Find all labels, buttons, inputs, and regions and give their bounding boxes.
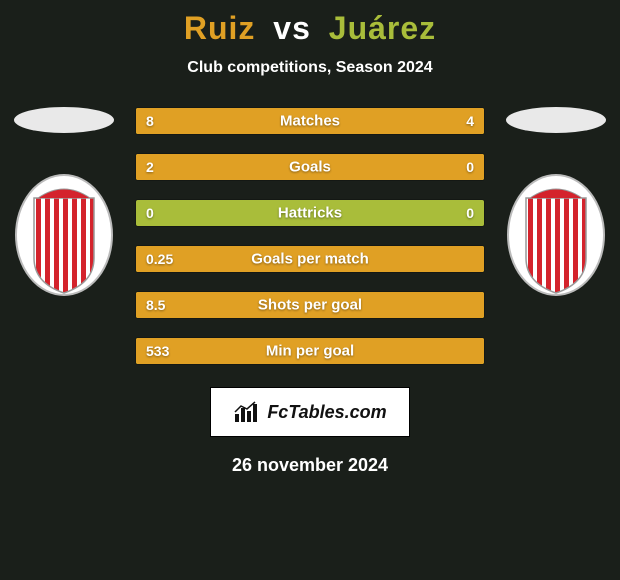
stat-bar: 0 0 Hattricks (135, 199, 485, 227)
player1-name: Ruiz (184, 10, 256, 46)
bar-right-value: 0 (466, 159, 474, 175)
bar-left-value: 533 (146, 343, 169, 359)
stat-bar: 0.25 Goals per match (135, 245, 485, 273)
stat-bars: 8 4 Matches 2 0 Goals 0 0 Hattricks 0.25 Goals per… (135, 107, 485, 365)
player2-silhouette-icon (506, 107, 606, 133)
player2-name: Juárez (329, 10, 436, 46)
bar-label: Shots per goal (258, 297, 362, 314)
bar-left-value: 8 (146, 113, 154, 129)
vs-text: vs (273, 10, 311, 46)
bar-left-value: 0.25 (146, 251, 173, 267)
stat-bar: 8.5 Shots per goal (135, 291, 485, 319)
chart-icon (233, 400, 261, 424)
subtitle: Club competitions, Season 2024 (0, 59, 620, 77)
bar-left-value: 0 (146, 205, 154, 221)
bar-right-value: 4 (466, 113, 474, 129)
stat-bar: 2 0 Goals (135, 153, 485, 181)
stat-bar: 8 4 Matches (135, 107, 485, 135)
main-area: 8 4 Matches 2 0 Goals 0 0 Hattricks 0.25 Goals per… (0, 107, 620, 365)
bar-left-value: 8.5 (146, 297, 165, 313)
bar-label: Goals per match (251, 251, 369, 268)
player1-silhouette-icon (14, 107, 114, 133)
right-side (501, 107, 611, 298)
bar-left-value: 2 (146, 159, 154, 175)
bar-right-value: 0 (466, 205, 474, 221)
bar-label: Hattricks (278, 205, 342, 222)
source-logo: FcTables.com (210, 387, 410, 437)
bar-label: Goals (289, 159, 331, 176)
bar-left-fill (136, 154, 397, 180)
stat-bar: 533 Min per goal (135, 337, 485, 365)
player1-club-badge-icon (14, 173, 114, 298)
left-side (9, 107, 119, 298)
title: Ruiz vs Juárez (0, 10, 620, 47)
comparison-card: Ruiz vs Juárez Club competitions, Season… (0, 0, 620, 476)
bar-label: Matches (280, 113, 340, 130)
footer-date: 26 november 2024 (0, 455, 620, 476)
player2-club-badge-icon (506, 173, 606, 298)
bar-label: Min per goal (266, 343, 354, 360)
source-logo-text: FcTables.com (267, 402, 386, 423)
